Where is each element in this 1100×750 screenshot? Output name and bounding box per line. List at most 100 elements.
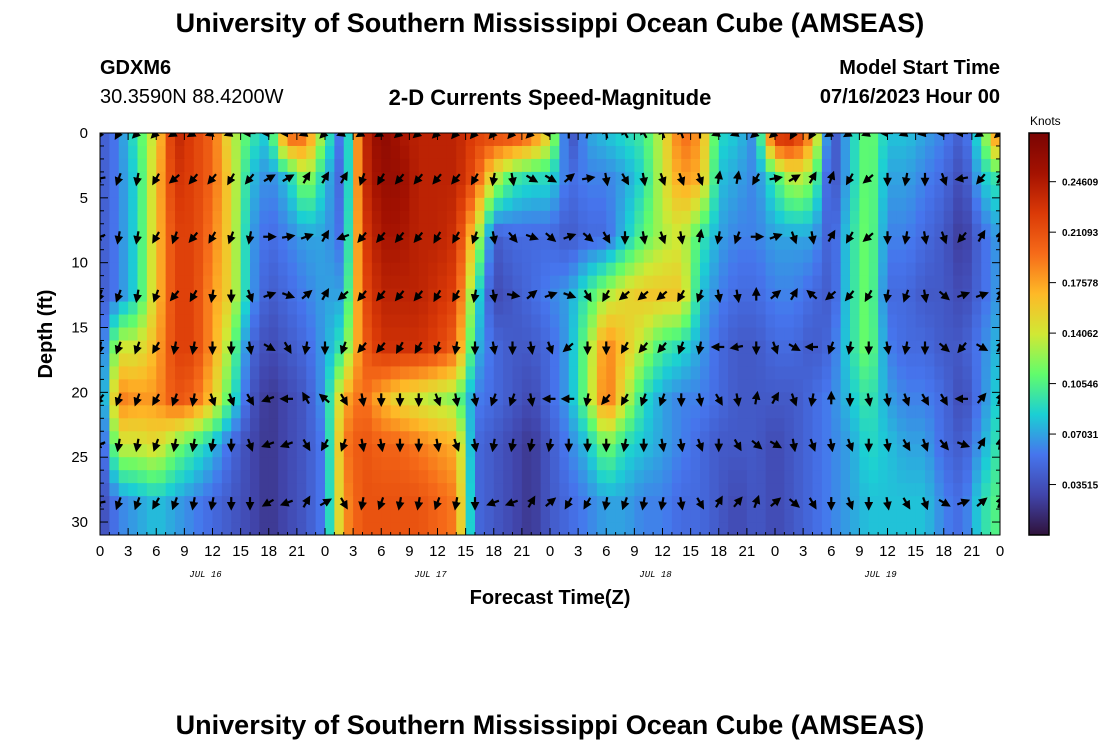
heatmap-cell — [203, 457, 214, 471]
heatmap-cell — [100, 197, 110, 212]
heatmap-cell — [137, 405, 148, 419]
heatmap-cell — [325, 444, 335, 458]
heatmap-cell — [718, 133, 729, 147]
heatmap-cell — [850, 133, 860, 147]
heatmap-cell — [756, 457, 767, 471]
heatmap-cell — [156, 223, 167, 238]
heatmap-cell — [671, 444, 682, 458]
heatmap-cell — [371, 483, 382, 497]
heatmap-cell — [512, 470, 523, 484]
heatmap-cell — [231, 158, 242, 173]
heatmap-cell — [484, 133, 495, 147]
heatmap-cell — [456, 301, 467, 316]
heatmap-cell — [475, 197, 485, 212]
heatmap-cell — [615, 431, 626, 445]
heatmap-cell — [643, 327, 654, 342]
heatmap-cell — [268, 483, 279, 497]
heatmap-cell — [906, 392, 917, 406]
heatmap-cell — [746, 444, 757, 458]
heatmap-cell — [503, 210, 514, 225]
heatmap-cell — [109, 171, 120, 186]
heatmap-cell — [981, 210, 992, 225]
heatmap-cell — [653, 275, 664, 290]
x-tick-label: 3 — [574, 543, 582, 560]
heatmap-cell — [728, 249, 739, 264]
heatmap-cell — [596, 184, 607, 199]
heatmap-cell — [981, 379, 992, 393]
heatmap-cell — [587, 301, 598, 316]
heatmap-cell — [868, 275, 879, 290]
heatmap-cell — [175, 496, 185, 510]
current-arrow — [976, 173, 986, 185]
heatmap-cell — [634, 236, 645, 251]
heatmap-cell — [137, 457, 148, 471]
heatmap-cell — [887, 145, 898, 160]
heatmap-cell — [268, 444, 279, 458]
heatmap-cell — [962, 470, 973, 484]
heatmap-cell — [962, 418, 973, 432]
heatmap-cell — [812, 496, 823, 510]
heatmap-cell — [128, 431, 139, 445]
heatmap-cell — [953, 301, 964, 316]
heatmap-cell — [306, 340, 317, 355]
heatmap-cell — [446, 496, 457, 510]
heatmap-cell — [840, 418, 851, 432]
heatmap-cell — [971, 158, 982, 173]
heatmap-cell — [484, 366, 495, 380]
heatmap-cell — [231, 483, 242, 497]
heatmap-cell — [990, 171, 1000, 186]
current-arrow — [504, 498, 519, 507]
heatmap-cell — [925, 210, 935, 225]
heatmap-cell — [709, 470, 720, 484]
heatmap-cell — [850, 236, 860, 251]
heatmap-cell — [606, 392, 617, 406]
heatmap-cell — [775, 470, 785, 484]
heatmap-cell — [606, 431, 617, 445]
current-arrow — [189, 438, 199, 453]
heatmap-cell — [606, 171, 617, 186]
heatmap-cell — [850, 340, 860, 355]
heatmap-cell — [746, 522, 757, 535]
heatmap-cell — [203, 249, 214, 264]
current-arrow — [489, 341, 498, 355]
heatmap-cell — [531, 249, 542, 264]
current-arrow — [938, 498, 951, 507]
heatmap-cell — [503, 327, 514, 342]
heatmap-cell — [803, 470, 814, 484]
heatmap-cell — [756, 366, 767, 380]
heatmap-cell — [118, 418, 129, 432]
heatmap-cell — [671, 418, 682, 432]
heatmap-cell — [343, 197, 354, 212]
heatmap-cell — [100, 145, 110, 160]
current-arrow — [583, 497, 592, 510]
heatmap-cell — [559, 522, 570, 535]
heatmap-cell — [409, 210, 420, 225]
heatmap-cell — [475, 171, 485, 186]
page-title-top: University of Southern Mississippi Ocean… — [175, 8, 925, 38]
heatmap-cell — [615, 483, 626, 497]
heatmap-cell — [596, 470, 607, 484]
current-arrow — [733, 496, 743, 508]
current-arrow — [751, 390, 761, 405]
heatmap-cell — [231, 210, 242, 225]
heatmap-cell — [878, 288, 889, 303]
heatmap-cell — [259, 509, 270, 523]
heatmap-cell — [765, 496, 776, 510]
current-arrow — [189, 341, 199, 355]
heatmap-cell — [878, 301, 889, 316]
heatmap-cell — [193, 392, 204, 406]
heatmap-cell — [700, 133, 710, 147]
heatmap-cell — [184, 210, 195, 225]
heatmap-cell — [390, 301, 401, 316]
heatmap-cell — [221, 522, 232, 535]
heatmap-cell — [550, 249, 560, 264]
heatmap-cell — [728, 353, 739, 368]
heatmap-cell — [775, 431, 785, 445]
heatmap-cell — [296, 392, 307, 406]
heatmap-cell — [250, 171, 260, 186]
heatmap-cell — [203, 327, 214, 342]
heatmap-cell — [878, 457, 889, 471]
heatmap-cell — [128, 288, 139, 303]
colorbar-tick-label: 0.10546 — [1062, 380, 1099, 391]
current-arrow — [956, 439, 971, 449]
